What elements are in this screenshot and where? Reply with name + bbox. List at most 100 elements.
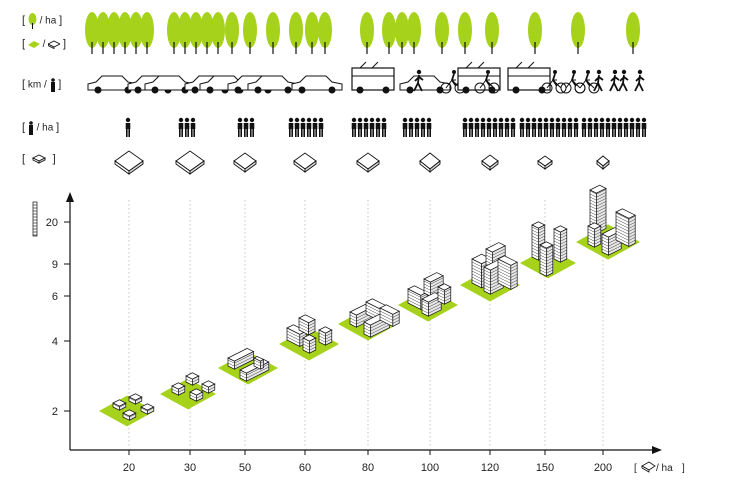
stacked-floors-icon xyxy=(32,201,38,237)
person-head xyxy=(537,117,543,123)
person-leg xyxy=(465,129,467,137)
person-torso xyxy=(468,123,474,129)
tree-icon xyxy=(107,12,121,54)
floor-line xyxy=(309,346,316,351)
person-icon xyxy=(357,117,363,137)
person-torso xyxy=(581,123,587,129)
floor-line xyxy=(497,261,511,269)
floor-line xyxy=(560,231,567,236)
floor-line xyxy=(538,232,545,237)
person-torso xyxy=(420,123,426,129)
person-leg xyxy=(403,129,405,137)
person-icon xyxy=(351,117,357,137)
floor-line xyxy=(531,247,539,252)
floor-line xyxy=(492,248,506,256)
building-plots xyxy=(99,184,640,427)
floor-line xyxy=(356,316,373,325)
person-leg xyxy=(321,129,323,137)
floor-line xyxy=(587,234,595,239)
person-torso xyxy=(555,123,561,129)
tree-trunk xyxy=(401,42,403,54)
person-icon xyxy=(543,117,549,137)
person-leg xyxy=(309,129,311,137)
person-head xyxy=(492,117,498,123)
person-leg xyxy=(624,129,626,137)
tree-crown xyxy=(571,12,585,48)
person-head xyxy=(426,117,432,123)
person-torso xyxy=(510,123,516,129)
floor-line xyxy=(587,237,595,242)
floor-line xyxy=(589,214,597,219)
person-icon xyxy=(549,117,555,137)
floor-line xyxy=(628,216,636,220)
floor-line xyxy=(129,413,136,418)
bus-wheel xyxy=(382,86,390,94)
person-icon xyxy=(525,117,531,137)
person-torso xyxy=(519,123,525,129)
floor-line xyxy=(531,244,539,249)
floor-line xyxy=(497,270,511,278)
person-leg xyxy=(382,129,384,137)
svg-text:]: ] xyxy=(682,463,685,474)
floor-line xyxy=(483,275,491,280)
bus-icon xyxy=(507,61,551,94)
row-label-green-floor: [ / ] xyxy=(22,38,67,50)
slab-right xyxy=(244,160,257,173)
person-leg xyxy=(596,129,598,137)
tree-crown xyxy=(211,12,225,48)
person-icon xyxy=(510,117,516,137)
tree-icon xyxy=(318,12,332,54)
building-footprint-icon xyxy=(293,152,317,173)
floor-line xyxy=(471,276,482,282)
footprint-row xyxy=(114,150,610,175)
person-leg xyxy=(240,129,242,137)
person-leg xyxy=(594,129,596,137)
floor-line xyxy=(560,240,567,245)
floor-line xyxy=(185,378,193,383)
person-leg xyxy=(181,129,183,137)
slab-right xyxy=(489,160,499,171)
person-leg xyxy=(520,129,522,137)
person-head xyxy=(375,117,381,123)
floor-line xyxy=(302,340,310,345)
person-leg xyxy=(636,129,638,137)
person-torso xyxy=(414,123,420,129)
person-head xyxy=(567,117,573,123)
floor-line xyxy=(437,288,445,293)
tree-trunk xyxy=(195,42,197,54)
floor-line xyxy=(379,313,393,321)
floor-line xyxy=(239,371,247,376)
floor-line xyxy=(628,219,636,223)
person-icon xyxy=(605,117,611,137)
floor-line xyxy=(546,266,553,271)
person-head xyxy=(300,117,306,123)
person-leg xyxy=(477,129,479,137)
person-torso xyxy=(561,123,567,129)
bus-pole xyxy=(477,61,485,69)
tree-trunk xyxy=(324,42,326,54)
floor-line xyxy=(135,397,142,402)
bicycle-icon xyxy=(474,70,500,94)
floor-line xyxy=(587,228,595,233)
slab-top xyxy=(175,150,205,172)
tree-crown xyxy=(485,12,499,48)
floor-line xyxy=(423,283,431,288)
floor-line xyxy=(589,208,597,213)
building-plot xyxy=(279,314,339,361)
person-leg xyxy=(193,129,195,137)
rider-head xyxy=(486,70,490,74)
tree-icon xyxy=(407,12,421,54)
floor-line xyxy=(490,284,504,292)
person-leg xyxy=(297,129,299,137)
y-tick-label: 9 xyxy=(52,259,58,271)
floor-line xyxy=(628,222,636,226)
person-leg xyxy=(618,129,620,137)
building-footprint-icon xyxy=(537,155,553,170)
floor-line xyxy=(444,291,451,296)
tree-icon xyxy=(211,12,225,54)
person-icon xyxy=(531,117,537,137)
person-leg xyxy=(600,129,602,137)
person-icon xyxy=(363,117,369,137)
person-head xyxy=(414,117,420,123)
person-head xyxy=(369,117,375,123)
